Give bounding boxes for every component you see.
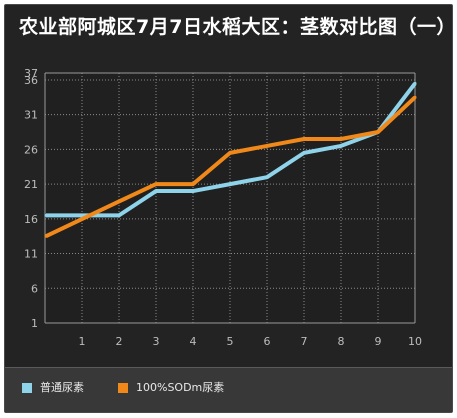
x-tick-label: 9 [375,335,382,348]
y-tick-label: 36 [24,74,38,87]
series-2-point [44,234,48,238]
chart-title: 农业部阿城区7月7日水稻大区：茎数对比图（一） [19,16,453,38]
series-1-point [302,151,306,155]
x-tick-label: 2 [116,335,123,348]
series-1-point [228,182,232,186]
series-1-point [117,213,121,217]
y-tick-label: 37 [24,67,38,80]
series-2-point [413,95,417,99]
y-tick-label: 11 [24,248,38,261]
y-tick-label: 31 [24,109,38,122]
series-lines [44,81,417,239]
series-1-point [339,144,343,148]
series-2-point [302,137,306,141]
x-tick-label: 4 [190,335,197,348]
y-tick-label: 16 [24,213,38,226]
x-tick-label: 8 [338,335,345,348]
x-tick-label: 5 [227,335,234,348]
legend-label-series-2: 100%SODm尿素 [136,381,225,394]
legend-item-series-1: 普通尿素 [22,381,84,395]
y-tick-label: 1 [31,317,38,330]
y-tick-label: 6 [31,282,38,295]
x-tick-label: 3 [153,335,160,348]
series-2-point [228,151,232,155]
legend: 普通尿素 100%SODm尿素 [5,367,452,412]
series-1-point [154,189,158,193]
x-tick-label: 7 [301,335,308,348]
axes [44,72,416,324]
series-2-point [265,144,269,148]
plot-background [45,73,415,323]
series-2-point [117,199,121,203]
series-2-point [376,130,380,134]
chart-frame: 农业部阿城区7月7日水稻大区：茎数对比图（一） 1 6 11 16 21 26 31 36 37… [4,4,453,413]
legend-swatch-series-1 [22,383,32,393]
legend-label-series-1: 普通尿素 [40,381,84,394]
series-1-point [265,175,269,179]
series-2-point [191,182,195,186]
series-1-point [413,81,417,85]
series-2-point [154,182,158,186]
x-tick-label: 1 [79,335,86,348]
series-1-point [44,213,48,217]
y-tick-label: 21 [24,178,38,191]
legend-swatch-series-2 [118,383,128,393]
legend-item-series-2: 100%SODm尿素 [118,381,224,395]
x-tick-label: 10 [408,335,422,348]
y-tick-label: 26 [24,143,38,156]
series-line-1 [46,82,417,218]
series-line-2 [45,95,417,239]
series-2-point [339,137,343,141]
x-tick-label: 6 [264,335,271,348]
series-1-point [191,189,195,193]
